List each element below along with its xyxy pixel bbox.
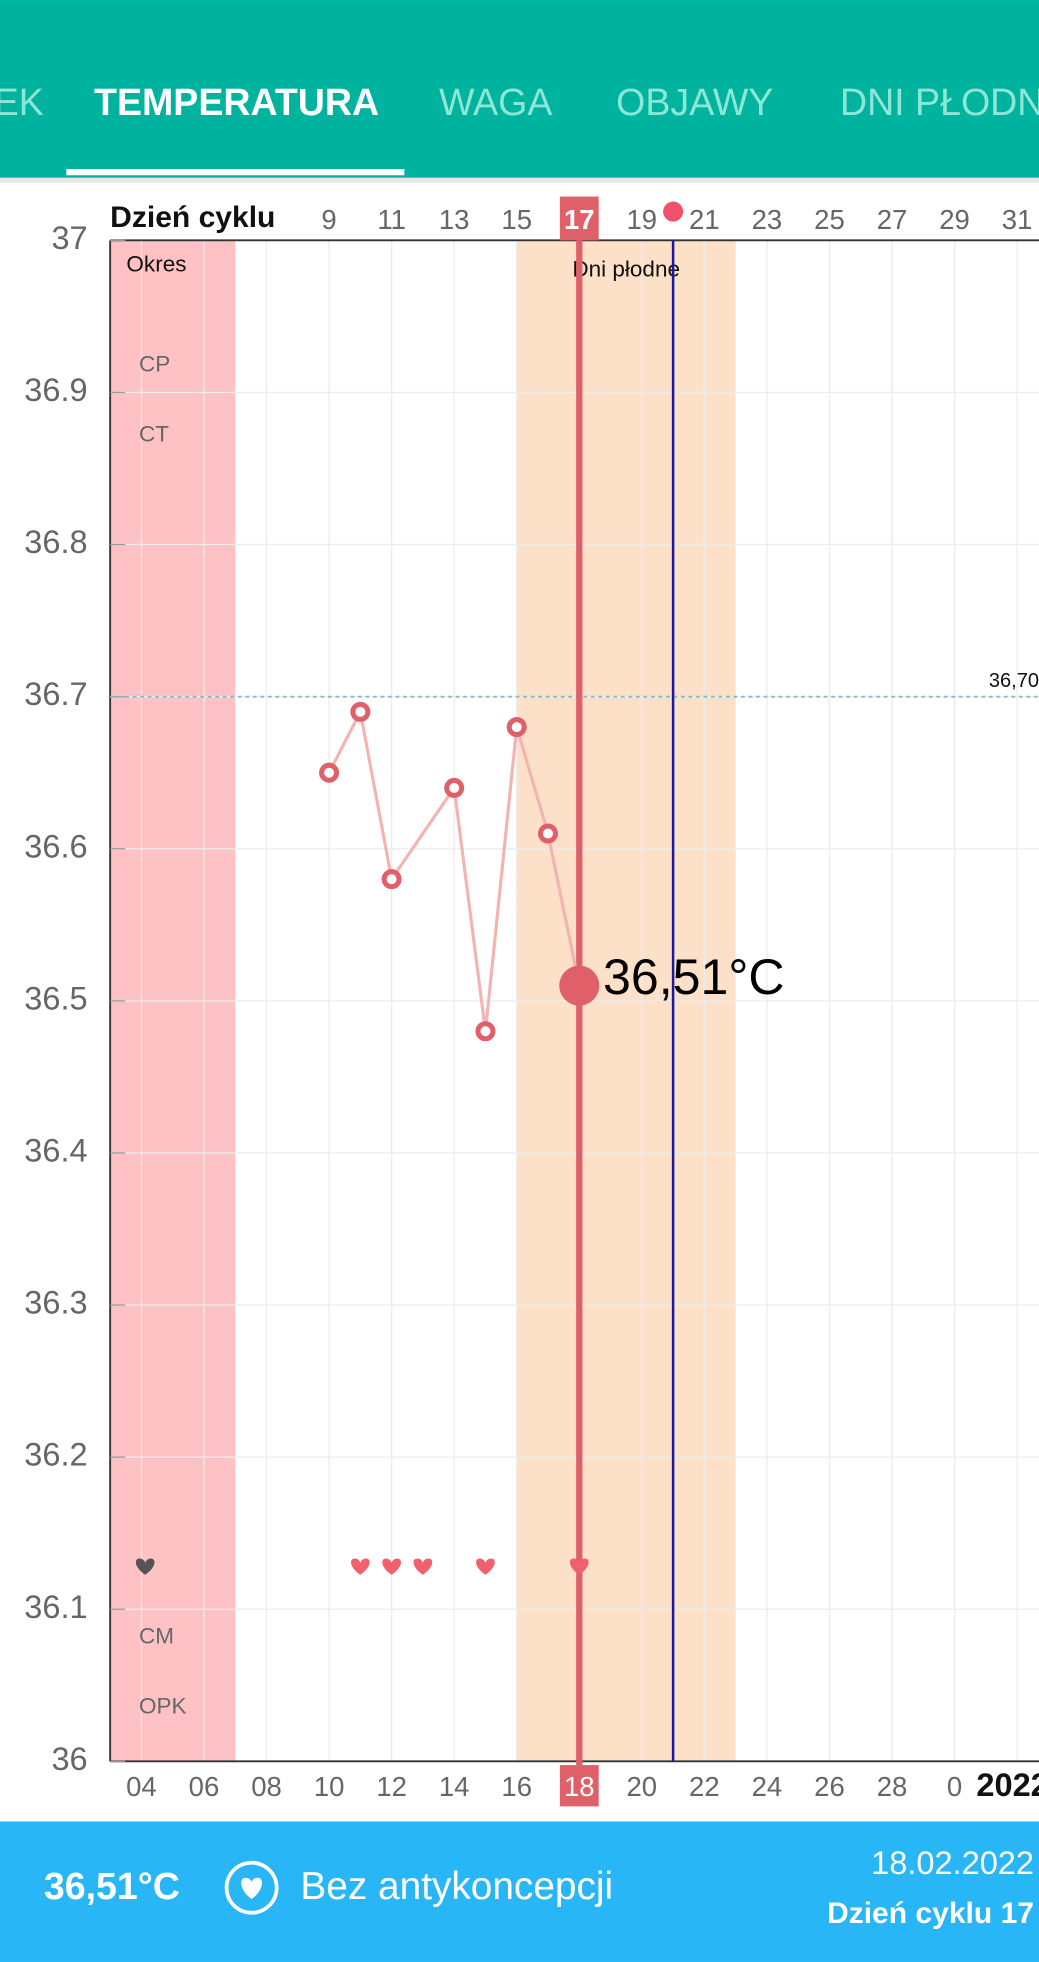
x-top-tick-label: 11 (377, 204, 406, 235)
y-tick-label: 36.7 (24, 676, 87, 712)
value-label: 36,51°C (603, 949, 784, 1005)
current-point (559, 965, 600, 1006)
point (319, 762, 340, 783)
row-label: OPK (139, 1693, 187, 1718)
intercourse-heart (413, 1558, 433, 1575)
tab[interactable]: DNI PŁODN (840, 81, 1039, 123)
point (444, 777, 465, 798)
heart-icon (241, 1877, 262, 1900)
row-label: CP (139, 352, 170, 377)
row-label: CT (139, 422, 169, 447)
x-top-tick-label: 17 (564, 204, 595, 235)
contraception-icon (224, 1860, 279, 1915)
intercourse-heart (382, 1558, 401, 1575)
band-label: Okres (126, 251, 186, 276)
footer-temperature: 36,51°C (44, 1865, 180, 1907)
y-tick-label: 36.8 (24, 524, 87, 560)
x-top-tick-label: 15 (501, 204, 532, 235)
series-line (327, 707, 581, 1032)
x-tick-label: 22 (689, 1771, 720, 1802)
point (381, 869, 402, 890)
x-top-tick-label: 21 (689, 204, 720, 235)
tab[interactable]: EK (0, 81, 44, 123)
current-day-marker (559, 1765, 599, 1807)
y-tick-label: 36.1 (24, 1589, 87, 1625)
intercourse-heart (476, 1558, 495, 1575)
x-top-tick-label: 23 (752, 204, 783, 235)
x-top-tick-label: 29 (939, 204, 970, 235)
x-top-tick-label: 31 (1002, 204, 1033, 235)
tab[interactable]: OBJAWY (616, 81, 773, 123)
footer-bar (0, 1821, 1039, 1962)
y-tick-label: 36.4 (24, 1133, 87, 1169)
band-label: Dni płodne (572, 256, 680, 281)
year-label: 2022 (976, 1767, 1039, 1803)
x-tick-label: 12 (376, 1771, 407, 1802)
tab-indicator (66, 169, 405, 176)
point (506, 717, 527, 738)
tab[interactable]: TEMPERATURA (94, 81, 379, 123)
footer-contraception[interactable]: Bez antykoncepcji (300, 1865, 613, 1908)
tab[interactable]: WAGA (439, 81, 552, 123)
x-tick-label: 28 (877, 1771, 908, 1802)
y-tick-label: 36.6 (24, 828, 87, 864)
x-tick-label: 08 (251, 1771, 282, 1802)
ovulation-dot (663, 201, 684, 222)
tab-shadow (0, 177, 1039, 183)
x-top-tick-label: 13 (439, 204, 470, 235)
x-tick-label: 04 (126, 1771, 157, 1802)
point (350, 701, 371, 722)
x-tick-label: 10 (314, 1771, 345, 1802)
point (537, 823, 559, 844)
intercourse-heart (569, 1558, 589, 1575)
y-tick-label: 36.3 (24, 1285, 87, 1321)
row-icon (135, 1558, 155, 1575)
footer-date: 18.02.2022 (871, 1845, 1034, 1881)
y-tick-label: 36.5 (24, 980, 87, 1016)
x-tick-label: 26 (814, 1771, 845, 1802)
tab-bar (0, 0, 1039, 178)
x-tick-label: 0 (947, 1771, 962, 1802)
footer-cycle-day: Dzień cyklu 17 (827, 1897, 1034, 1930)
y-tick-label: 36 (51, 1741, 87, 1777)
x-top-tick-label: 9 (321, 204, 336, 235)
x-tick-label: 20 (627, 1771, 658, 1802)
current-day-marker (559, 196, 599, 241)
reference-label: 36,70 (989, 670, 1039, 692)
x-axis-top-label: Dzień cyklu (110, 201, 275, 234)
y-tick-label: 36.2 (24, 1437, 87, 1473)
y-tick-label: 36.9 (24, 372, 87, 408)
x-tick-label: 24 (752, 1771, 783, 1802)
x-top-tick-label: 27 (877, 204, 908, 235)
x-tick-label: 14 (439, 1771, 470, 1802)
x-top-tick-label: 25 (814, 204, 845, 235)
x-top-tick-label: 19 (627, 204, 658, 235)
x-tick-label: 18 (564, 1771, 595, 1802)
plot-area: Okres Dni płodne CP CT CM OPK (109, 239, 1039, 1763)
x-tick-label: 06 (189, 1771, 220, 1802)
row-label: CM (139, 1623, 174, 1648)
y-tick-label: 37 (51, 220, 87, 256)
x-tick-label: 16 (501, 1771, 532, 1802)
intercourse-heart (351, 1558, 370, 1575)
point (475, 1021, 496, 1042)
